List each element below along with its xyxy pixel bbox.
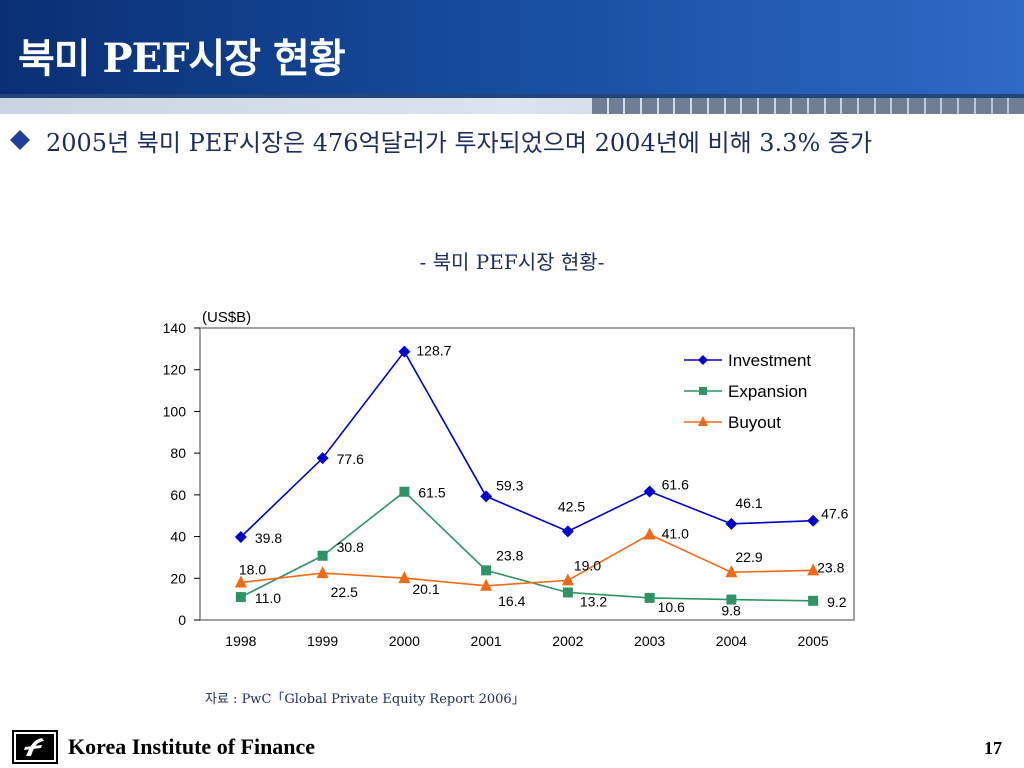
data-point — [481, 565, 492, 576]
legend-label: Investment — [728, 351, 811, 370]
data-point — [807, 514, 820, 527]
x-tick-label: 1998 — [225, 633, 256, 649]
y-tick-label: 120 — [163, 362, 187, 378]
data-label: 30.8 — [337, 539, 364, 555]
unit-label: (US$B) — [202, 309, 251, 326]
series-line-expansion — [240, 490, 814, 602]
data-label: 9.2 — [827, 594, 847, 610]
data-label: 23.8 — [496, 547, 523, 563]
data-point — [725, 517, 738, 530]
legend-marker — [698, 416, 708, 426]
y-tick-label: 60 — [170, 487, 186, 503]
data-label: 19.0 — [574, 557, 601, 573]
data-point — [234, 575, 247, 588]
data-point — [480, 578, 493, 591]
data-label: 9.8 — [721, 603, 741, 619]
diamond-bullet-icon — [10, 130, 30, 150]
data-point — [235, 592, 246, 603]
data-label: 10.6 — [658, 599, 685, 615]
data-point — [398, 571, 411, 584]
data-label: 18.0 — [239, 561, 266, 577]
series-line-investment — [240, 350, 814, 538]
data-point — [316, 452, 329, 465]
data-point — [561, 525, 574, 538]
data-label: 47.6 — [821, 506, 848, 522]
title-stripe-line — [0, 94, 1024, 98]
legend-marker — [699, 387, 707, 395]
y-tick-label: 100 — [163, 403, 187, 419]
data-point — [807, 563, 820, 576]
data-point — [561, 573, 574, 586]
bullet-text: 2005년 북미 PEF시장은 476억달러가 투자되었으며 2004년에 비해… — [46, 129, 873, 157]
page-number: 17 — [984, 738, 1002, 758]
y-tick-label: 140 — [163, 320, 187, 336]
data-label: 61.6 — [662, 477, 689, 493]
y-tick-label: 0 — [178, 612, 186, 628]
data-point — [398, 345, 411, 358]
data-label: 41.0 — [662, 525, 689, 541]
data-point — [562, 587, 573, 598]
series-line-buyout — [240, 533, 814, 587]
data-label: 128.7 — [416, 343, 451, 359]
kif-logo-icon — [12, 730, 58, 764]
data-point — [317, 550, 328, 561]
data-label: 11.0 — [255, 590, 281, 606]
title-bar: 북미 PEF시장 현황 — [0, 0, 1024, 94]
x-tick-label: 1999 — [307, 633, 338, 649]
data-point — [726, 594, 737, 605]
x-tick-label: 2002 — [552, 633, 583, 649]
data-point — [234, 530, 247, 543]
y-tick-label: 20 — [170, 570, 186, 586]
data-point — [643, 485, 656, 498]
x-tick-label: 2001 — [471, 633, 502, 649]
footer-org-name: Korea Institute of Finance — [68, 734, 316, 759]
data-point — [316, 566, 329, 579]
data-label: 46.1 — [735, 495, 762, 511]
data-label: 13.2 — [580, 593, 607, 609]
x-tick-label: 2003 — [634, 633, 665, 649]
data-point — [808, 595, 819, 606]
data-label: 22.9 — [735, 549, 762, 565]
legend-marker — [698, 355, 708, 365]
data-label: 23.8 — [817, 559, 844, 575]
x-tick-label: 2004 — [716, 633, 747, 649]
data-label: 42.5 — [558, 498, 585, 514]
data-point — [643, 527, 656, 540]
legend-label: Expansion — [728, 382, 807, 401]
data-point — [725, 565, 738, 578]
x-tick-label: 2005 — [798, 633, 829, 649]
legend-label: Buyout — [728, 413, 781, 432]
y-tick-label: 40 — [170, 529, 186, 545]
x-tick-label: 2000 — [389, 633, 420, 649]
data-label: 39.8 — [255, 530, 282, 546]
source-note: 자료 : PwC「Global Private Equity Report 20… — [205, 692, 525, 707]
data-point — [644, 592, 655, 603]
data-point — [399, 486, 410, 497]
data-label: 77.6 — [337, 451, 364, 467]
data-label: 16.4 — [498, 593, 525, 609]
data-label: 20.1 — [412, 581, 439, 597]
data-label: 59.3 — [496, 477, 523, 493]
line-chart: (US$B) 0 20 40 60 80 100 120 140 1998 1999 2000 2001… — [163, 309, 855, 649]
title-stripe-cells — [590, 98, 1024, 114]
data-label: 61.5 — [418, 485, 445, 501]
data-point — [480, 490, 493, 503]
y-tick-label: 80 — [170, 445, 186, 461]
slide-title: 북미 PEF시장 현황 — [18, 35, 346, 82]
data-label: 22.5 — [331, 584, 358, 600]
chart-subtitle: - 북미 PEF시장 현황- — [419, 250, 605, 274]
